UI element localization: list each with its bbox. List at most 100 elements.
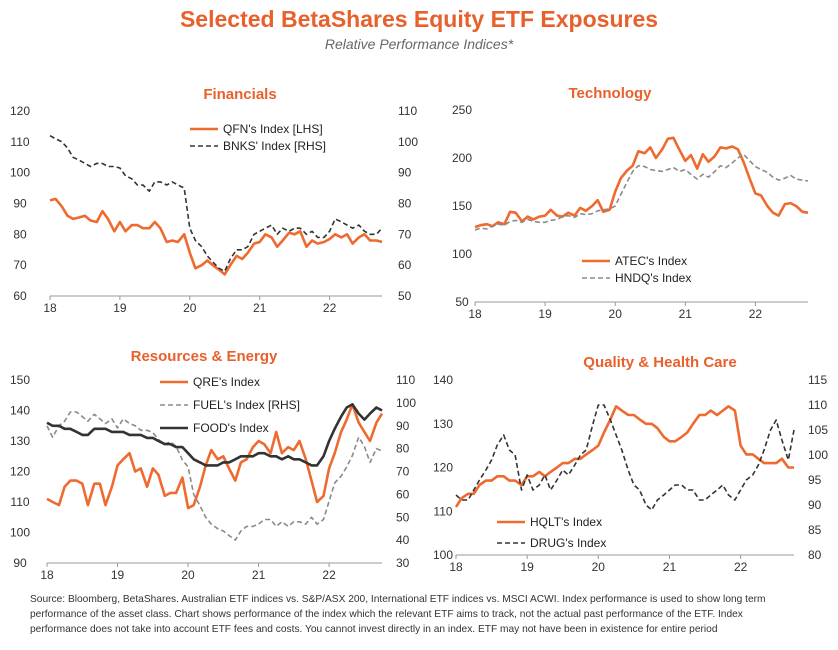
series-line (454, 404, 794, 508)
y-right-tick-label: 100 (808, 448, 828, 462)
chart-title: Quality & Health Care (583, 354, 736, 371)
y-left-tick-label: 130 (433, 417, 453, 431)
y-right-tick-label: 60 (396, 487, 410, 501)
legend-label: QFN's Index [LHS] (223, 122, 323, 136)
y-left-tick-label: 110 (10, 135, 29, 149)
y-left-tick-label: 80 (13, 227, 27, 241)
y-left-tick-label: 70 (13, 258, 27, 272)
quality-health-chart: Quality & Health Care 18 19 20 21 22 100 110 120… (433, 354, 828, 574)
series-line (46, 411, 383, 541)
x-tick-label: 18 (40, 568, 54, 582)
y-left-tick-label: 90 (13, 556, 27, 570)
x-tick-label: 18 (449, 560, 463, 574)
legend-label: QRE's Index (193, 375, 260, 389)
series-line (49, 135, 383, 273)
y-left-tick-label: 110 (10, 495, 29, 509)
source-line: Source: Bloomberg, BetaShares. Australia… (30, 594, 766, 605)
x-tick-label: 22 (734, 560, 748, 574)
x-tick-label: 19 (113, 301, 127, 315)
y-left-tick-label: 100 (452, 247, 472, 261)
series-line (46, 403, 384, 510)
legend-label: FOOD's Index (193, 421, 269, 435)
y-right-tick-label: 80 (398, 197, 412, 211)
y-left-tick-label: 120 (10, 104, 30, 118)
x-tick-label: 20 (609, 307, 623, 321)
series-line (49, 197, 383, 276)
y-right-tick-label: 95 (808, 473, 822, 487)
x-tick-label: 19 (538, 307, 552, 321)
chart-title: Technology (568, 85, 652, 102)
x-tick-label: 20 (181, 568, 195, 582)
x-tick-label: 22 (749, 307, 763, 321)
x-tick-label: 21 (253, 301, 267, 315)
y-right-tick-label: 80 (808, 548, 822, 562)
y-right-tick-label: 90 (398, 166, 412, 180)
y-right-tick-label: 70 (396, 465, 410, 479)
y-right-tick-label: 110 (398, 104, 417, 118)
y-right-tick-label: 110 (396, 373, 415, 387)
series-line (455, 404, 795, 511)
x-tick-label: 20 (592, 560, 606, 574)
x-tick-label: 19 (111, 568, 125, 582)
source-line: performance of the asset class. Chart sh… (30, 609, 743, 620)
series-line (474, 136, 809, 229)
page-title: Selected BetaShares Equity ETF Exposures (179, 6, 659, 32)
x-tick-label: 21 (663, 560, 677, 574)
y-left-tick-label: 250 (452, 103, 472, 117)
y-right-tick-label: 100 (398, 135, 418, 149)
y-left-tick-label: 200 (452, 151, 472, 165)
y-left-tick-label: 120 (10, 465, 30, 479)
y-right-tick-label: 30 (396, 556, 410, 570)
y-right-tick-label: 105 (808, 423, 828, 437)
page-subtitle: Relative Performance Indices* (324, 36, 514, 52)
y-left-tick-label: 110 (433, 504, 452, 518)
y-left-tick-label: 140 (10, 404, 30, 418)
legend-label: FUEL's Index [RHS] (193, 398, 300, 412)
legend-label: HQLT's Index (530, 515, 602, 529)
y-left-tick-label: 150 (10, 373, 30, 387)
x-tick-label: 22 (323, 301, 337, 315)
y-right-tick-label: 50 (396, 510, 410, 524)
source-line: performance does not take into account E… (30, 624, 718, 635)
series-line (474, 153, 809, 231)
y-left-tick-label: 100 (10, 166, 30, 180)
y-right-tick-label: 60 (398, 258, 412, 272)
source-note: Source: Bloomberg, BetaShares. Australia… (30, 592, 830, 637)
y-left-tick-label: 90 (13, 197, 27, 211)
x-tick-label: 18 (468, 307, 482, 321)
x-tick-label: 21 (252, 568, 266, 582)
y-left-tick-label: 120 (433, 461, 453, 475)
y-left-tick-label: 150 (452, 199, 472, 213)
y-right-tick-label: 85 (808, 523, 822, 537)
y-right-tick-label: 70 (398, 227, 412, 241)
y-left-tick-label: 100 (433, 548, 453, 562)
y-right-tick-label: 80 (396, 442, 410, 456)
x-tick-label: 21 (679, 307, 693, 321)
legend-label: HNDQ's Index (615, 271, 691, 285)
y-right-tick-label: 90 (808, 498, 822, 512)
technology-chart: Technology 18 19 20 21 22 50 100 150 200 250 ATEC's… (452, 85, 809, 321)
resources-energy-chart: Resources & Energy 18 19 20 21 22 90 100 110 120 1… (10, 348, 416, 582)
x-tick-label: 18 (43, 301, 57, 315)
y-left-tick-label: 60 (13, 289, 27, 303)
chart-title: Resources & Energy (131, 348, 278, 365)
legend-label: DRUG's Index (530, 536, 606, 550)
financials-chart: Financials 18 19 20 21 22 60 70 80 90 100 110 120 50 6… (10, 86, 418, 315)
x-tick-label: 19 (520, 560, 534, 574)
y-left-tick-label: 100 (10, 526, 30, 540)
y-right-tick-label: 115 (808, 373, 827, 387)
series-line (46, 403, 383, 467)
y-right-tick-label: 100 (396, 396, 416, 410)
y-left-tick-label: 50 (455, 295, 469, 309)
x-tick-label: 22 (322, 568, 336, 582)
x-tick-label: 20 (183, 301, 197, 315)
y-left-tick-label: 140 (433, 373, 453, 387)
y-right-tick-label: 110 (808, 398, 827, 412)
y-right-tick-label: 90 (396, 419, 410, 433)
y-left-tick-label: 130 (10, 434, 30, 448)
chart-title: Financials (203, 86, 276, 103)
